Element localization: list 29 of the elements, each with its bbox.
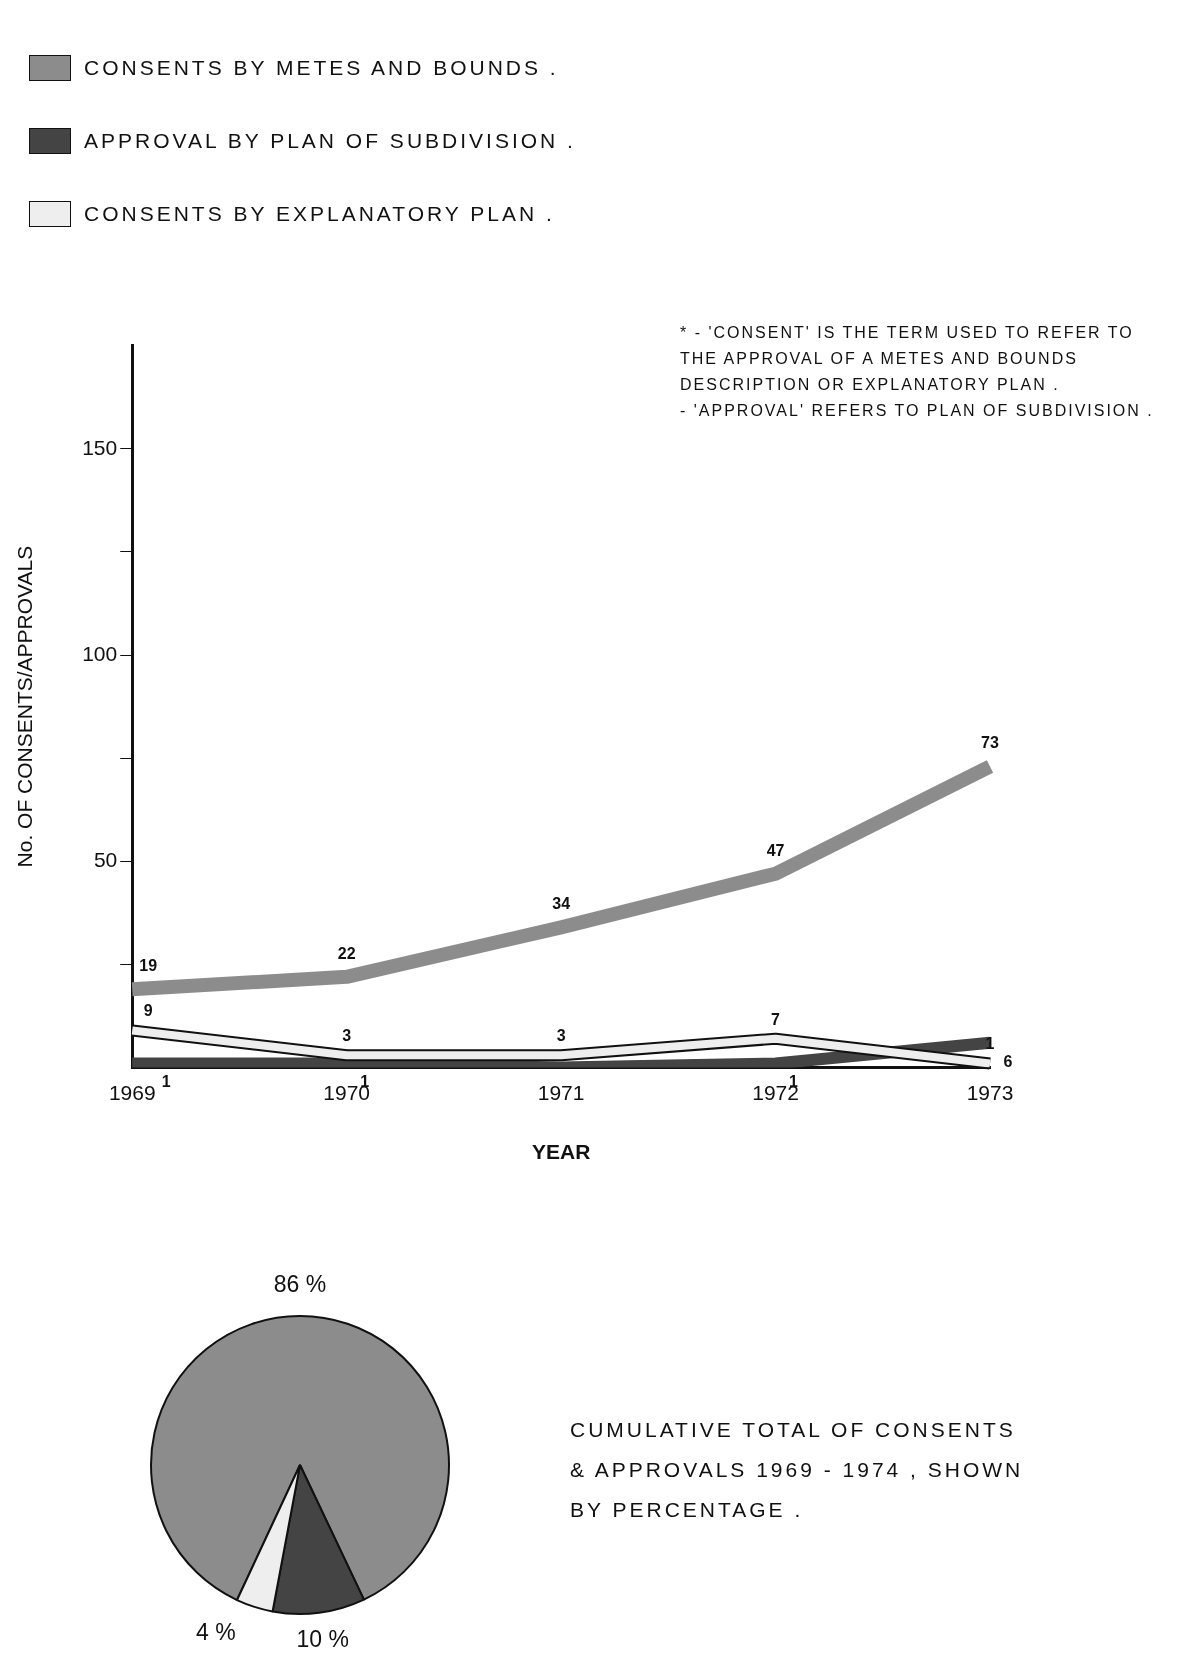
data-label: 4 % bbox=[196, 1618, 236, 1645]
data-label: 3 bbox=[342, 1027, 352, 1045]
y-tick-label: 100 bbox=[82, 641, 118, 665]
legend-label: APPROVAL BY PLAN OF SUBDIVISION . bbox=[84, 129, 576, 153]
annotation: * - 'CONSENT' IS THE TERM USED TO REFER TO THE APPROVAL OF A METES AND BOUNDS DESCRIPTION OR EXPLANATORY PLAN . bbox=[680, 323, 1135, 395]
text: CUMULATIVE TOTAL OF CONSENTS & APPROVALS 1969 - 1974 , SHOWN BY PERCENTAGE . bbox=[570, 1417, 1025, 1523]
data-label: 10 % bbox=[296, 1625, 350, 1652]
x-axis-title: YEAR bbox=[531, 1140, 591, 1164]
data-label: 47 bbox=[766, 841, 785, 859]
x-tick-label: 1973 bbox=[966, 1081, 1014, 1104]
data-label: 1 bbox=[985, 1035, 995, 1053]
data-label: 3 bbox=[556, 1027, 566, 1045]
data-label: 7 bbox=[771, 1010, 781, 1028]
y-tick-label: 50 bbox=[93, 848, 118, 872]
data-label: 34 bbox=[552, 895, 571, 913]
data-label: 6 bbox=[1003, 1052, 1013, 1070]
data-label: 73 bbox=[981, 734, 999, 752]
x-tick-label: 1971 bbox=[537, 1081, 585, 1104]
data-label: 1 bbox=[161, 1073, 171, 1091]
legend-label: CONSENTS BY METES AND BOUNDS . bbox=[84, 56, 559, 80]
annotation: - 'APPROVAL' REFERS TO PLAN OF SUBDIVISION . bbox=[680, 401, 1155, 421]
y-tick-label: 150 bbox=[82, 435, 118, 459]
legend-label: CONSENTS BY EXPLANATORY PLAN . bbox=[84, 202, 555, 226]
data-label: 9 bbox=[143, 1002, 153, 1020]
x-tick-label: 1969 bbox=[108, 1081, 156, 1104]
y-axis-title: No. OF CONSENTS/APPROVALS bbox=[13, 545, 37, 868]
data-label: 19 bbox=[139, 957, 158, 975]
data-label: 22 bbox=[337, 944, 356, 962]
data-label: 86 % bbox=[273, 1271, 327, 1298]
